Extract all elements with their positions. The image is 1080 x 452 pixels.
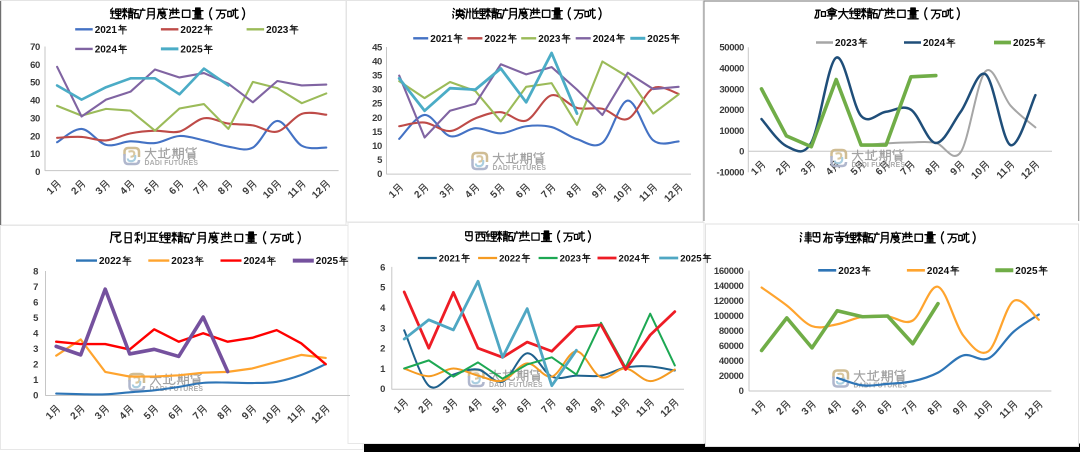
svg-text:2023: 2023 xyxy=(560,254,581,265)
svg-text:2023: 2023 xyxy=(171,256,194,267)
svg-text:2024: 2024 xyxy=(927,266,950,277)
svg-text:DADI FUTURES: DADI FUTURES xyxy=(854,383,908,390)
svg-text:0: 0 xyxy=(35,167,40,178)
svg-text:2025: 2025 xyxy=(316,256,339,267)
svg-text:2023: 2023 xyxy=(266,25,289,36)
svg-text:2023: 2023 xyxy=(835,38,858,49)
svg-text:0: 0 xyxy=(33,390,38,401)
svg-text:DADI FUTURES: DADI FUTURES xyxy=(852,162,906,169)
svg-text:DADI FUTURES: DADI FUTURES xyxy=(145,160,199,167)
svg-text:2024: 2024 xyxy=(244,256,267,267)
svg-text:2: 2 xyxy=(33,360,38,371)
svg-text:40000: 40000 xyxy=(719,64,744,75)
svg-text:2024: 2024 xyxy=(95,45,118,56)
svg-text:2025: 2025 xyxy=(680,254,702,265)
svg-text:2023: 2023 xyxy=(538,34,561,45)
svg-text:30000: 30000 xyxy=(719,84,744,95)
svg-text:60000: 60000 xyxy=(719,341,744,352)
svg-text:30: 30 xyxy=(30,113,40,124)
svg-text:3: 3 xyxy=(33,344,38,355)
svg-text:140000: 140000 xyxy=(714,281,744,292)
svg-text:50: 50 xyxy=(30,78,40,89)
svg-text:2025: 2025 xyxy=(1015,266,1038,277)
svg-text:3: 3 xyxy=(380,323,385,334)
svg-text:2022: 2022 xyxy=(499,254,520,265)
svg-text:2024: 2024 xyxy=(619,254,641,265)
svg-text:5: 5 xyxy=(33,313,39,324)
svg-text:10000: 10000 xyxy=(719,126,744,137)
svg-text:5: 5 xyxy=(380,283,386,294)
svg-text:2025: 2025 xyxy=(1013,38,1036,49)
svg-text:2022: 2022 xyxy=(180,25,203,36)
svg-text:-10000: -10000 xyxy=(717,168,745,179)
svg-text:DADI FUTURES: DADI FUTURES xyxy=(150,386,204,393)
svg-text:DADI FUTURES: DADI FUTURES xyxy=(489,382,543,389)
svg-text:30: 30 xyxy=(372,85,382,96)
svg-text:0: 0 xyxy=(739,147,744,158)
svg-text:35: 35 xyxy=(372,71,383,82)
svg-text:60: 60 xyxy=(30,60,40,71)
svg-text:160000: 160000 xyxy=(714,266,744,277)
svg-text:4: 4 xyxy=(380,303,386,314)
svg-text:2025: 2025 xyxy=(180,45,203,56)
svg-text:25: 25 xyxy=(372,99,383,110)
svg-text:20000: 20000 xyxy=(719,105,744,116)
svg-text:120000: 120000 xyxy=(714,296,744,307)
svg-text:0: 0 xyxy=(380,384,385,395)
svg-text:4: 4 xyxy=(33,329,39,340)
svg-text:40: 40 xyxy=(30,96,40,107)
svg-text:80000: 80000 xyxy=(719,326,744,337)
svg-text:2024: 2024 xyxy=(593,34,616,45)
svg-text:20: 20 xyxy=(30,131,40,142)
svg-text:100000: 100000 xyxy=(714,311,744,322)
svg-text:0: 0 xyxy=(739,386,744,397)
svg-text:6: 6 xyxy=(380,262,385,273)
svg-text:5: 5 xyxy=(377,155,383,166)
svg-text:2: 2 xyxy=(380,344,385,355)
svg-text:2023: 2023 xyxy=(838,266,861,277)
svg-text:2022: 2022 xyxy=(99,256,122,267)
svg-text:2025: 2025 xyxy=(647,34,670,45)
svg-text:70: 70 xyxy=(30,42,40,53)
svg-text:1: 1 xyxy=(380,364,386,375)
svg-text:2021: 2021 xyxy=(95,25,118,36)
svg-text:0: 0 xyxy=(377,169,382,180)
svg-text:40: 40 xyxy=(372,56,382,67)
svg-text:50000: 50000 xyxy=(719,43,744,54)
svg-text:1: 1 xyxy=(33,375,39,386)
svg-text:8: 8 xyxy=(33,267,38,278)
svg-text:DADI FUTURES: DADI FUTURES xyxy=(493,165,547,172)
svg-text:15: 15 xyxy=(372,127,383,138)
svg-text:45: 45 xyxy=(372,42,383,53)
svg-text:20: 20 xyxy=(372,113,382,124)
svg-text:10: 10 xyxy=(372,141,382,152)
svg-text:2021: 2021 xyxy=(439,254,461,265)
svg-text:2024: 2024 xyxy=(923,38,946,49)
svg-text:6: 6 xyxy=(33,298,38,309)
svg-text:7: 7 xyxy=(33,282,38,293)
svg-text:40000: 40000 xyxy=(719,356,744,367)
svg-text:10: 10 xyxy=(30,149,40,160)
svg-text:2022: 2022 xyxy=(484,34,507,45)
svg-text:2021: 2021 xyxy=(430,34,453,45)
svg-text:20000: 20000 xyxy=(719,371,744,382)
